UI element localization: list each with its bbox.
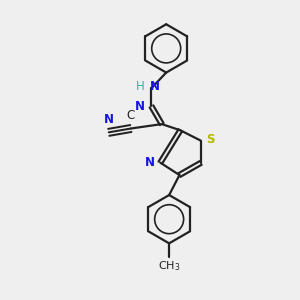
Text: H: H: [136, 80, 145, 93]
Text: CH$_3$: CH$_3$: [158, 260, 180, 273]
Text: S: S: [206, 133, 214, 146]
Text: N: N: [145, 156, 155, 169]
Text: N: N: [104, 113, 114, 126]
Text: N: N: [150, 80, 160, 93]
Text: N: N: [135, 100, 145, 113]
Text: C: C: [127, 109, 135, 122]
